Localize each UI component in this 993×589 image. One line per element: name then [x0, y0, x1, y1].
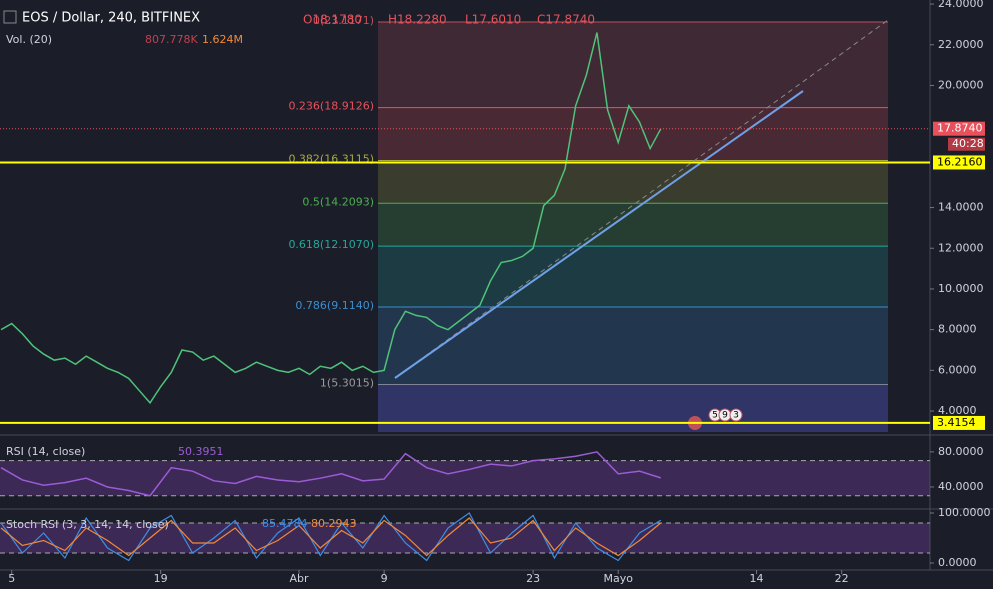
price-line [0, 32, 662, 405]
trend-line [394, 90, 804, 379]
indicator-value: 85.4784 [262, 517, 308, 530]
axis-badge-label: 16.2160 [937, 155, 983, 168]
trend-dashed [394, 19, 889, 379]
x-tick-label: 23 [526, 572, 540, 585]
volume-value: 807.778K [145, 33, 198, 46]
ohlc-high: H18.2280 [388, 13, 447, 27]
fib-label: 0.786(9.1140) [295, 299, 374, 312]
x-tick-label: 5 [8, 572, 15, 585]
y-tick-label: 0.0000 [938, 556, 977, 569]
y-tick-label: 14.0000 [938, 201, 984, 214]
fib-label: 0(23.1171) [313, 14, 374, 27]
event-label: 5 [712, 411, 718, 421]
y-tick-label: 10.0000 [938, 282, 984, 295]
event-marker[interactable] [729, 408, 743, 422]
series-line [0, 517, 662, 557]
fib-zone [378, 160, 888, 204]
ohlc-open: O18.1780 [303, 13, 362, 27]
x-tick-label: 22 [835, 572, 849, 585]
ohlc-low: L17.6010 [465, 13, 521, 27]
indicator-value: 50.3951 [178, 445, 224, 458]
y-tick-label: 12.0000 [938, 241, 984, 254]
fib-label: 0.382(16.3115) [288, 153, 374, 166]
y-tick-label: 80.0000 [938, 445, 984, 458]
x-tick-label: Abr [289, 572, 309, 585]
fib-label: 0.5(14.2093) [302, 195, 374, 208]
band-fill [0, 523, 930, 553]
axis-badge [933, 155, 985, 170]
x-tick-label: 9 [381, 572, 388, 585]
ohlc-close: C17.8740 [537, 13, 595, 27]
y-tick-label: 20.0000 [938, 78, 984, 91]
fib-label: 0.618(12.1070) [288, 238, 374, 251]
symbol[interactable]: EOS / Dollar, 240, BITFINEX [22, 11, 200, 26]
axis-badge [933, 121, 985, 136]
band-fill [0, 460, 930, 496]
y-tick-label: 8.0000 [938, 323, 977, 336]
axis-badge [933, 415, 985, 430]
indicator-title[interactable]: RSI (14, close) [6, 445, 85, 458]
price-line [0, 451, 662, 497]
axis-badge-label: 17.8740 [937, 122, 983, 135]
event-label: 3 [733, 411, 739, 421]
y-tick-label: 24.0000 [938, 0, 984, 10]
y-tick-label: 6.0000 [938, 363, 977, 376]
fib-zone [378, 22, 888, 108]
y-tick-label: 40.0000 [938, 480, 984, 493]
x-tick-label: 14 [750, 572, 764, 585]
indicator-title[interactable]: Stoch RSI (3, 3, 14, 14, close) [6, 518, 169, 531]
countdown-badge [948, 137, 985, 151]
fib-zone [378, 107, 888, 161]
collapse-button[interactable] [3, 10, 17, 24]
indicator-value: 80.2943 [311, 517, 357, 530]
countdown: 40:28 [952, 137, 984, 150]
event-label: 9 [722, 411, 728, 421]
volume-title[interactable]: Vol. (20) [6, 33, 52, 46]
x-tick-label: 19 [154, 572, 168, 585]
fib-zone [378, 384, 888, 432]
fib-label: 0.236(18.9126) [288, 100, 374, 113]
fib-label: 1(5.3015) [320, 377, 374, 390]
fib-zone [378, 246, 888, 307]
fib-zone [378, 306, 888, 385]
volume-ma: 1.624M [202, 33, 243, 46]
y-tick-label: 100.0000 [938, 506, 991, 519]
axis-badge-label: 3.4154 [937, 416, 976, 429]
y-tick-label: 22.0000 [938, 38, 984, 51]
y-tick-label: 4.0000 [938, 404, 977, 417]
x-tick-label: Mayo [603, 572, 633, 585]
